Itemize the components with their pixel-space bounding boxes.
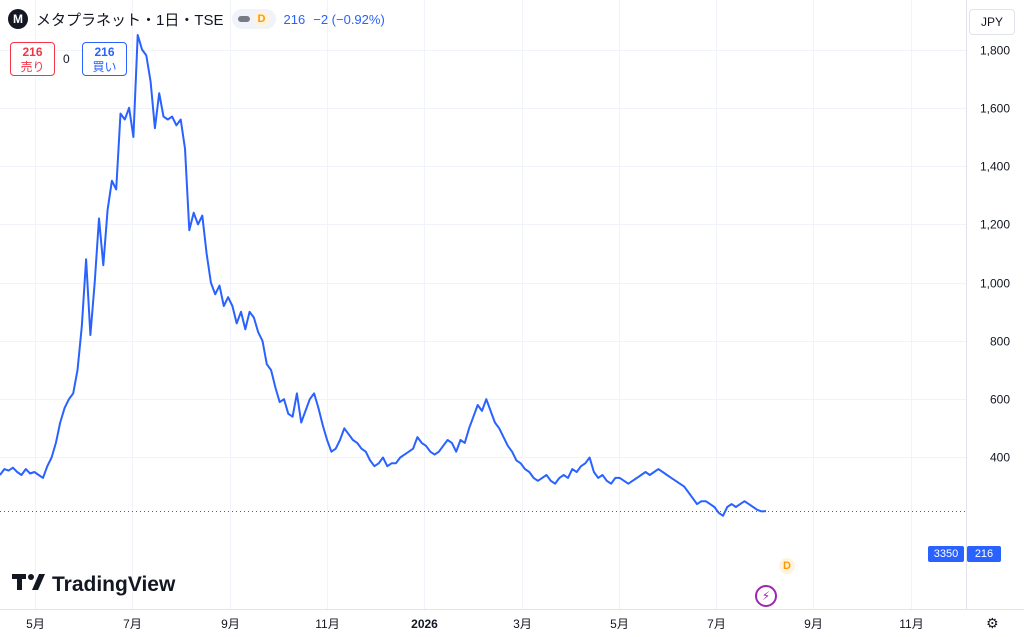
x-tick-label: 11月 [899,617,923,631]
interval-badge: D [253,11,270,27]
symbol-title[interactable]: メタプラネット・1日・TSE [36,11,224,29]
y-tick-label: 800 [990,335,1010,349]
y-tick-label: 1,000 [980,277,1010,291]
settings-gear-icon[interactable]: ⚙ [986,615,999,631]
x-tick-label: 5月 [26,617,45,631]
price-axis-labels: 400 600 800 1,000 1,200 1,400 1,600 1,800 [980,44,1010,465]
x-tick-label: 11月 [315,617,339,631]
x-tick-label: 7月 [123,617,142,631]
tradingview-watermark[interactable]: TradingView [12,572,175,598]
y-tick-label: 1,600 [980,102,1010,116]
minus-icon [237,16,250,22]
x-tick-label: 3月 [513,617,532,631]
currency-button[interactable]: JPY [969,9,1015,35]
buy-price: 216 [94,45,115,59]
watermark-text: TradingView [52,573,176,596]
sell-label: 売り [20,60,45,74]
sell-button[interactable]: 216 売り [10,42,55,76]
tradingview-logo-icon [12,572,46,598]
price-series-line [0,34,767,517]
x-tick-label: 2026 [411,617,438,631]
y-tick-label: 1,800 [980,44,1010,58]
buy-label: 買い [92,60,117,74]
price-change: −2 (−0.92%) [313,11,385,27]
x-tick-label: 9月 [221,617,240,631]
price-tag-count: 3350 [928,546,964,562]
dividend-marker[interactable]: D [779,558,795,574]
buy-button[interactable]: 216 買い [82,42,127,76]
y-tick-label: 1,200 [980,218,1010,232]
spread-value: 0 [63,52,70,66]
time-axis-labels: 5月 7月 9月 11月 2026 3月 5月 7月 9月 11月 [26,617,924,631]
sell-price: 216 [22,45,43,59]
chart-grid [0,0,966,609]
interval-pill[interactable]: D [231,9,276,29]
x-tick-label: 7月 [707,617,726,631]
x-tick-label: 9月 [804,617,823,631]
x-tick-label: 5月 [610,617,629,631]
symbol-logo-icon: M [8,9,28,29]
symbol-header: M メタプラネット・1日・TSE D 216 −2 (−0.92%) [8,6,385,32]
lightning-icon[interactable]: ⚡ [755,585,777,607]
price-tag-price: 216 [967,546,1001,562]
y-tick-label: 400 [990,451,1010,465]
y-tick-label: 1,400 [980,160,1010,174]
last-price: 216 [283,11,306,27]
y-tick-label: 600 [990,393,1010,407]
